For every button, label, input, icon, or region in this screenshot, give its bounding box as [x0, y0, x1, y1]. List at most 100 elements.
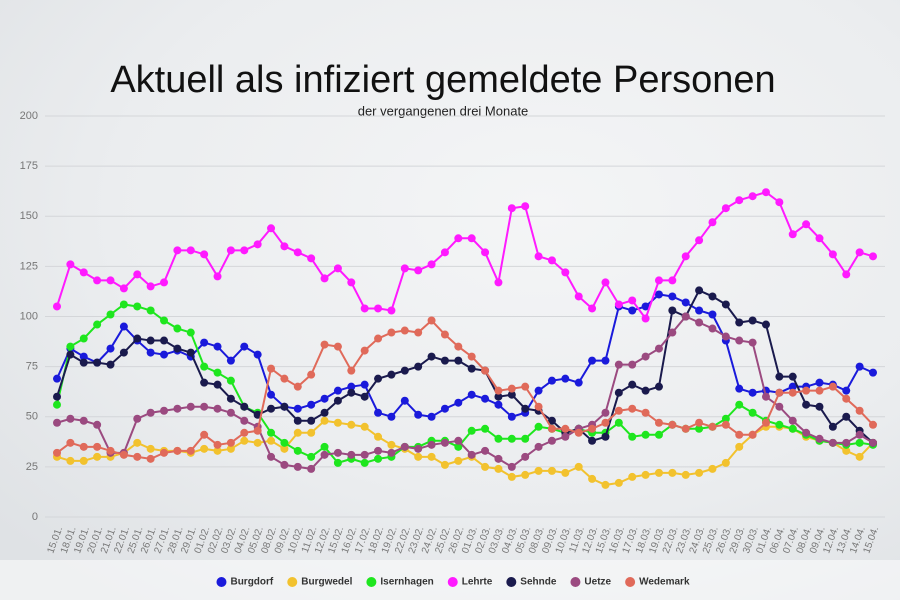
data-point	[240, 402, 249, 411]
data-point	[414, 444, 423, 453]
data-point	[53, 418, 61, 427]
data-point	[374, 408, 383, 417]
data-point	[494, 454, 503, 463]
data-point	[427, 440, 436, 449]
data-point	[534, 422, 543, 431]
data-point	[842, 270, 851, 279]
data-point	[721, 420, 730, 429]
data-point	[213, 272, 222, 281]
data-point	[547, 424, 556, 433]
data-point	[119, 284, 128, 293]
data-point	[654, 418, 663, 427]
data-point	[802, 386, 811, 395]
data-point	[815, 378, 824, 387]
data-point	[641, 302, 650, 311]
data-point	[414, 362, 423, 371]
data-point	[855, 430, 864, 439]
data-point	[668, 468, 677, 477]
data-point	[213, 380, 222, 389]
data-point	[280, 374, 289, 383]
data-point	[775, 372, 784, 381]
data-point	[628, 432, 637, 441]
data-point	[66, 438, 75, 447]
data-point	[614, 360, 623, 369]
data-point	[440, 248, 449, 257]
legend-marker	[625, 577, 636, 587]
legend-marker	[366, 577, 377, 587]
data-point	[654, 290, 663, 299]
data-point	[588, 356, 597, 365]
data-point	[735, 318, 744, 327]
data-point	[160, 278, 169, 287]
data-point	[614, 406, 623, 415]
data-point	[226, 356, 235, 365]
legend-label: Wedemark	[639, 577, 690, 588]
data-point	[668, 306, 677, 315]
data-point	[66, 414, 75, 423]
data-point	[226, 246, 235, 255]
data-point	[654, 276, 663, 285]
data-point	[360, 346, 369, 355]
chart-title: Aktuell als infiziert gemeldete Personen	[110, 59, 775, 101]
data-point	[842, 394, 851, 403]
data-point	[267, 428, 276, 437]
data-point	[79, 268, 88, 277]
data-point	[400, 264, 409, 273]
data-point	[387, 328, 396, 337]
data-point	[173, 404, 182, 413]
data-point	[333, 458, 342, 467]
data-point	[293, 404, 302, 413]
data-point	[146, 306, 155, 315]
data-point	[748, 192, 757, 201]
data-point	[146, 454, 155, 463]
data-point	[668, 420, 677, 429]
data-point	[307, 400, 316, 409]
data-point	[761, 392, 770, 401]
data-point	[440, 404, 449, 413]
data-point	[240, 246, 249, 255]
data-point	[146, 336, 155, 345]
data-point	[267, 404, 276, 413]
data-point	[267, 436, 276, 445]
data-point	[855, 248, 864, 257]
data-point	[53, 374, 61, 383]
data-point	[628, 360, 637, 369]
data-point	[708, 464, 717, 473]
data-point	[226, 394, 235, 403]
data-point	[79, 358, 88, 367]
data-point	[387, 370, 396, 379]
data-point	[467, 426, 476, 435]
data-point	[534, 402, 543, 411]
legend-marker	[447, 577, 458, 587]
data-point	[828, 250, 837, 259]
data-point	[534, 252, 543, 261]
data-point	[668, 292, 677, 301]
data-point	[133, 270, 142, 279]
data-point	[828, 438, 837, 447]
data-point	[467, 234, 476, 243]
data-point	[869, 420, 877, 429]
data-point	[507, 472, 516, 481]
y-tick-label: 50	[26, 411, 38, 423]
data-point	[601, 418, 610, 427]
legend-marker	[570, 577, 581, 587]
legend: Burgdorf Burgwedel Isernhagen Lehrte Sehnde U…	[216, 577, 690, 588]
data-point	[53, 448, 61, 457]
data-point	[333, 418, 342, 427]
data-point	[681, 298, 690, 307]
data-point	[414, 266, 423, 275]
legend-marker	[506, 577, 517, 587]
data-point	[160, 316, 169, 325]
data-point	[842, 438, 851, 447]
data-point	[654, 468, 663, 477]
data-point	[173, 324, 182, 333]
data-point	[360, 450, 369, 459]
data-point	[574, 378, 583, 387]
data-point	[721, 332, 730, 341]
data-point	[200, 338, 209, 347]
data-point	[614, 300, 623, 309]
data-point	[320, 394, 329, 403]
data-point	[588, 474, 597, 483]
data-point	[347, 450, 356, 459]
data-point	[106, 446, 115, 455]
